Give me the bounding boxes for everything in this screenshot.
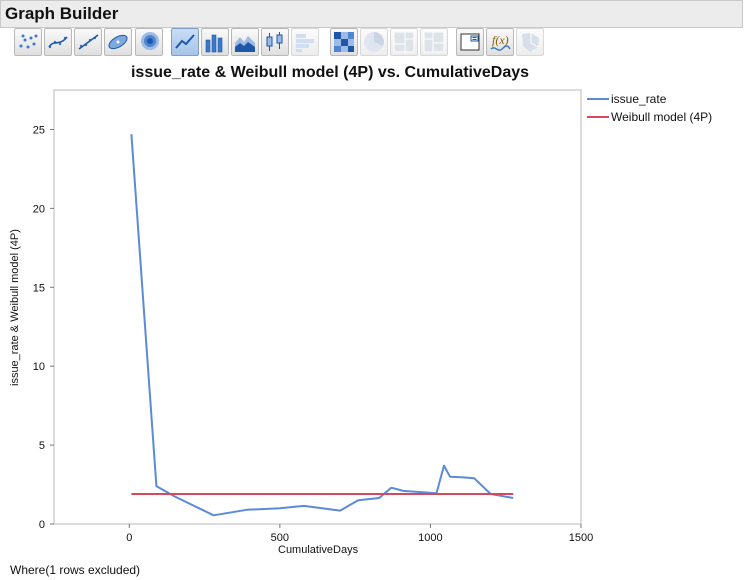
x-tick-label: 1000 bbox=[418, 532, 442, 544]
points-icon bbox=[19, 34, 38, 49]
box-plot-button[interactable] bbox=[261, 28, 289, 56]
heatmap-icon bbox=[334, 32, 354, 52]
box-plot-icon bbox=[266, 32, 283, 51]
map-shapes-icon bbox=[522, 33, 539, 52]
caption-box-icon bbox=[460, 33, 480, 51]
ellipse-icon bbox=[108, 34, 128, 50]
formula-button[interactable]: f(x) bbox=[486, 28, 514, 56]
svg-text:f(x): f(x) bbox=[492, 33, 509, 47]
y-tick-label: 10 bbox=[33, 361, 45, 373]
x-axis-label: CumulativeDays bbox=[278, 544, 359, 556]
mosaic-icon bbox=[423, 31, 445, 53]
caption-box-button[interactable] bbox=[456, 28, 484, 56]
treemap-button[interactable] bbox=[390, 28, 418, 56]
legend-swatch bbox=[587, 116, 609, 118]
pie-chart-icon bbox=[364, 32, 384, 52]
y-tick-label: 20 bbox=[33, 203, 45, 215]
formula-icon: f(x) bbox=[490, 33, 511, 51]
series-line-issue-rate bbox=[130, 134, 514, 517]
heatmap-button[interactable] bbox=[330, 28, 358, 56]
ellipse-button[interactable] bbox=[104, 28, 132, 56]
y-tick-label: 5 bbox=[39, 440, 45, 452]
app-title: Graph Builder bbox=[5, 4, 119, 23]
legend[interactable]: issue_rate Weibull model (4P) bbox=[585, 90, 712, 126]
area-button[interactable] bbox=[231, 28, 259, 56]
contour-icon bbox=[141, 32, 159, 50]
legend-swatch bbox=[587, 98, 609, 100]
legend-label: issue_rate bbox=[611, 92, 667, 106]
line-of-fit-button[interactable] bbox=[74, 28, 102, 56]
chart-title: issue_rate & Weibull model (4P) vs. Cumu… bbox=[130, 64, 530, 81]
bar-button[interactable] bbox=[201, 28, 229, 56]
plot-frame bbox=[53, 89, 582, 525]
pie-button[interactable] bbox=[360, 28, 388, 56]
graph-type-toolbar: f(x) bbox=[0, 28, 745, 62]
histogram-button[interactable] bbox=[291, 28, 319, 56]
y-tick-label: 15 bbox=[33, 282, 45, 294]
smoother-icon bbox=[48, 36, 68, 49]
points-button[interactable] bbox=[14, 28, 42, 56]
map-shapes-button[interactable] bbox=[516, 28, 544, 56]
smoother-button[interactable] bbox=[44, 28, 72, 56]
mosaic-button[interactable] bbox=[420, 28, 448, 56]
excluded-rows-note: Where(1 rows excluded) bbox=[10, 563, 141, 577]
line-chart-icon bbox=[175, 34, 195, 49]
y-axis-label: issue_rate & Weibull model (4P) bbox=[9, 229, 21, 386]
title-bar: Graph Builder bbox=[0, 0, 743, 28]
x-tick-label: 0 bbox=[126, 532, 132, 544]
y-tick-label: 25 bbox=[33, 124, 45, 136]
area-chart-icon bbox=[235, 36, 255, 52]
x-tick-label: 1500 bbox=[569, 532, 593, 544]
y-tick-label: 0 bbox=[39, 519, 45, 531]
legend-item[interactable]: issue_rate bbox=[585, 90, 712, 108]
treemap-icon bbox=[393, 31, 415, 53]
legend-label: Weibull model (4P) bbox=[611, 110, 713, 124]
histogram-icon bbox=[296, 34, 314, 52]
contour-button[interactable] bbox=[135, 28, 163, 56]
x-tick-label: 500 bbox=[271, 532, 289, 544]
legend-item[interactable]: Weibull model (4P) bbox=[585, 108, 712, 126]
bar-chart-icon bbox=[205, 34, 223, 53]
line-of-fit-icon bbox=[78, 34, 99, 50]
line-button[interactable] bbox=[171, 28, 199, 56]
